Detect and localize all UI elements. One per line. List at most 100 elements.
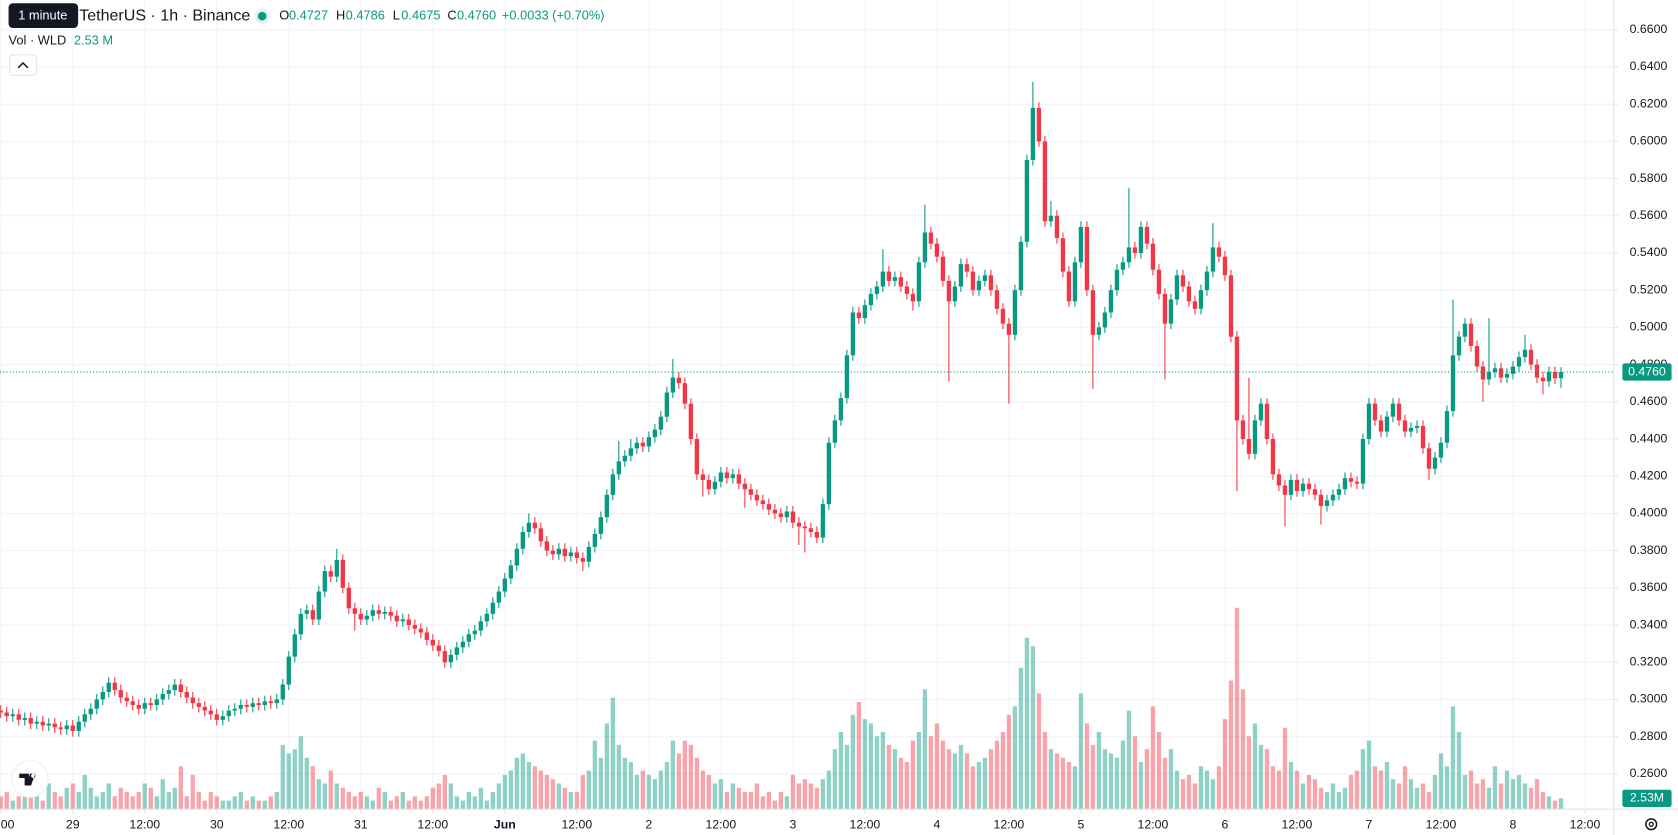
y-tick-label: 0.5200 — [1630, 282, 1668, 296]
candle-body — [880, 271, 886, 287]
candle-body — [1366, 403, 1372, 440]
y-tick-label: 0.5600 — [1630, 208, 1668, 222]
axes: 0.2600 0.2800 0.3000 0.3200 0.3400 0.3600 0.38… — [0, 22, 1672, 832]
candle-body — [886, 271, 892, 281]
candle-body — [316, 591, 321, 620]
candle-body — [598, 517, 603, 534]
x-tick-label: 12:00 — [1570, 818, 1601, 832]
x-tick-label: 2 — [645, 818, 652, 832]
volume-bar — [1108, 753, 1114, 810]
logo — [19, 773, 36, 786]
candle-body — [52, 723, 57, 728]
volume-bar — [454, 796, 459, 810]
volume-bar — [436, 783, 441, 810]
volume-bar — [1270, 766, 1276, 810]
candles — [0, 81, 1564, 737]
candle-body — [298, 613, 303, 635]
candle-body — [1354, 481, 1360, 484]
volume-bar — [1426, 792, 1432, 810]
candle-body — [976, 280, 982, 291]
volume-bar — [418, 800, 423, 810]
volume-bar — [1138, 762, 1144, 810]
volume-bar — [724, 792, 730, 810]
x-tick-label: 12:00 — [705, 818, 736, 832]
volume-bar — [70, 783, 75, 810]
volume-bar — [1456, 732, 1462, 810]
candle-body — [238, 705, 243, 709]
settings-icon[interactable] — [1645, 818, 1658, 831]
x-tick-label: 12:00 — [994, 818, 1025, 832]
candle-body — [1234, 336, 1240, 421]
volume-title: Vol · WLD — [9, 32, 67, 47]
volume-bar — [514, 757, 519, 810]
candle-body — [1558, 372, 1564, 379]
candle-body — [166, 690, 171, 694]
candle-body — [766, 504, 772, 510]
candle-body — [1078, 226, 1084, 263]
candle-body — [346, 587, 351, 609]
volume-bar — [970, 766, 976, 810]
volume-bar — [106, 783, 111, 810]
volume-bar — [1246, 736, 1252, 810]
candle-body — [1432, 457, 1438, 469]
candle-body — [190, 697, 195, 704]
candle-body — [274, 699, 279, 704]
candle-body — [1504, 373, 1510, 378]
candle-body — [1180, 275, 1186, 287]
volume-bar — [1486, 787, 1492, 810]
y-tick-label: 0.2600 — [1630, 766, 1668, 780]
candle-body — [1192, 301, 1198, 309]
candle-body — [874, 286, 880, 294]
y-tick-label: 0.4200 — [1630, 468, 1668, 482]
candle-body — [1438, 442, 1444, 458]
candle-body — [688, 403, 694, 440]
volume-bar — [166, 792, 171, 810]
volume-bar — [340, 787, 345, 810]
candle-body — [1540, 377, 1546, 382]
candle-body — [82, 714, 87, 722]
candle-body — [484, 613, 489, 622]
candle-body — [622, 455, 628, 462]
volume-bar — [1012, 706, 1018, 810]
x-tick-label: 12:00 — [561, 818, 592, 832]
volume-bar — [1552, 800, 1558, 810]
volume-bar — [940, 740, 946, 810]
volume-bar — [154, 796, 159, 810]
volume-bar — [1054, 753, 1060, 810]
candle-body — [1534, 364, 1540, 378]
candle-body — [328, 571, 333, 577]
candle-body — [1204, 271, 1210, 291]
candle-body — [1528, 349, 1534, 365]
volume-bar — [112, 796, 117, 810]
collapse-button[interactable] — [9, 54, 37, 76]
candle-body — [1408, 427, 1414, 432]
volume-bar — [550, 779, 555, 810]
volume-bar — [538, 770, 543, 810]
volume-bar — [1024, 637, 1030, 810]
high-label: H — [336, 8, 345, 23]
candle-body — [214, 714, 219, 720]
candle-body — [10, 714, 15, 717]
volume-bar — [574, 792, 579, 810]
candle-body — [532, 522, 537, 529]
candle-body — [1420, 425, 1426, 449]
candle-body — [1246, 439, 1252, 454]
volume-bar — [694, 757, 700, 810]
volume-bar — [1492, 766, 1498, 810]
volume-bar — [1510, 779, 1516, 810]
volume-bar — [1150, 706, 1156, 810]
y-tick-label: 0.3800 — [1630, 543, 1668, 557]
candle-body — [88, 708, 93, 715]
volume-bar — [352, 796, 357, 810]
volume-bar — [412, 796, 417, 810]
candle-body — [670, 377, 676, 393]
volume-bar — [142, 783, 147, 810]
candle-body — [262, 701, 267, 706]
candle-body — [220, 716, 225, 720]
volume-bar — [784, 796, 790, 810]
y-tick-label: 0.3400 — [1630, 617, 1668, 631]
volume-bar — [244, 800, 249, 810]
volume-bar — [1126, 710, 1132, 810]
volume-bar — [202, 800, 207, 810]
